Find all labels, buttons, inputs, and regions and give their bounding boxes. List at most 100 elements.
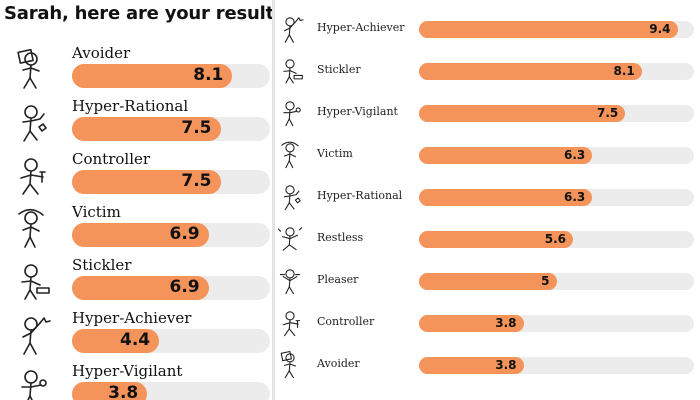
right-results-list: Hyper-Achiever 9.4 Stickler 8.1 Hyper-Vigila… [275,10,700,388]
score-bar-track: 7.5 [419,105,694,122]
result-label: Controller [72,150,151,168]
score-bar-fill: 3.8 [419,357,524,374]
pleaser-figure-icon [275,264,305,296]
result-label: Hyper-Vigilant [72,362,183,380]
result-row-hyper-vigilant: Hyper-Vigilant 7.5 [275,94,700,136]
result-label: Hyper-Vigilant [317,105,398,118]
score-bar-track: 6.3 [419,147,694,164]
result-label: Restless [317,231,364,244]
panel-divider [272,0,275,400]
score-bar-fill: 9.4 [419,21,678,38]
restless-figure-icon [275,222,305,254]
score-value: 3.8 [108,383,139,400]
result-row-victim: Victim 6.9 [0,201,272,254]
victim-figure-icon [275,138,305,170]
result-row-stickler: Stickler 6.9 [0,254,272,307]
score-value: 6.3 [563,148,586,162]
score-value: 6.9 [169,224,200,244]
page-title: Sarah, here are your results [4,3,272,24]
result-label: Hyper-Achiever [317,21,405,34]
stickler-figure-icon [8,258,54,302]
stickler-figure-icon [275,54,305,86]
hyper-rational-figure-icon [275,180,305,212]
result-row-pleaser: Pleaser 5 [275,262,700,304]
left-results-list: Avoider 8.1 Hyper-Rational 7.5 Controller 7.5… [0,42,272,400]
score-value: 6.3 [563,190,586,204]
result-label: Hyper-Rational [72,97,189,115]
result-label: Hyper-Rational [317,189,403,202]
controller-figure-icon [275,306,305,338]
score-bar-fill: 5.6 [419,231,573,248]
result-row-hyper-vigilant: Hyper-Vigilant 3.8 [0,360,272,400]
score-bar-track: 3.8 [72,382,270,400]
score-bar-fill: 6.3 [419,189,593,206]
score-bar-fill: 6.3 [419,147,593,164]
result-row-hyper-achiever: Hyper-Achiever 9.4 [275,10,700,52]
result-row-avoider: Avoider 8.1 [0,42,272,95]
score-bar-track: 3.8 [419,315,694,332]
result-label: Hyper-Achiever [72,309,192,327]
hyper-rational-figure-icon [8,99,54,143]
score-bar-track: 8.1 [72,64,270,88]
hyper-vigilant-figure-icon [8,364,54,400]
hyper-vigilant-figure-icon [275,96,305,128]
score-bar-fill: 4.4 [72,329,160,353]
score-bar-track: 6.9 [72,276,270,300]
hyper-achiever-figure-icon [275,12,305,44]
score-bar-fill: 7.5 [72,117,221,141]
score-value: 9.4 [649,22,671,36]
victim-figure-icon [8,205,54,249]
result-row-hyper-achiever: Hyper-Achiever 4.4 [0,307,272,360]
avoider-figure-icon [8,46,54,90]
score-bar-fill: 7.5 [72,170,221,194]
result-row-restless: Restless 5.6 [275,220,700,262]
left-results-panel: Sarah, here are your results Avoider 8.1 H… [0,0,272,400]
score-value: 3.8 [495,358,517,372]
result-label: Pleaser [317,273,359,286]
score-bar-track: 5.6 [419,231,694,248]
score-bar-fill: 3.8 [419,315,524,332]
score-bar-fill: 8.1 [419,63,642,80]
score-bar-track: 5 [419,273,694,290]
score-bar-track: 4.4 [72,329,270,353]
score-value: 3.8 [495,316,517,330]
score-bar-track: 3.8 [419,357,694,374]
result-row-stickler: Stickler 8.1 [275,52,700,94]
score-value: 7.5 [596,106,619,120]
score-value: 5.6 [544,232,566,246]
score-bar-track: 7.5 [72,170,270,194]
right-results-panel: Hyper-Achiever 9.4 Stickler 8.1 Hyper-Vigila… [275,0,700,400]
result-row-hyper-rational: Hyper-Rational 6.3 [275,178,700,220]
result-row-controller: Controller 7.5 [0,148,272,201]
score-bar-track: 7.5 [72,117,270,141]
score-bar-track: 8.1 [419,63,694,80]
score-bar-fill: 3.8 [72,382,148,400]
score-bar-fill: 6.9 [72,276,209,300]
result-label: Avoider [317,357,360,370]
score-value: 7.5 [181,171,212,191]
score-bar-fill: 7.5 [419,105,626,122]
result-label: Victim [317,147,353,160]
controller-figure-icon [8,152,54,196]
score-value: 4.4 [119,330,151,350]
result-label: Victim [72,203,121,221]
result-row-controller: Controller 3.8 [275,304,700,346]
result-row-avoider: Avoider 3.8 [275,346,700,388]
score-value: 7.5 [181,118,212,138]
score-bar-fill: 6.9 [72,223,209,247]
score-bar-fill: 8.1 [72,64,233,88]
score-bar-fill: 5 [419,273,557,290]
score-value: 8.1 [193,65,224,85]
result-row-victim: Victim 6.3 [275,136,700,178]
result-label: Stickler [317,63,361,76]
result-label: Avoider [72,44,131,62]
result-label: Stickler [72,256,132,274]
score-bar-track: 9.4 [419,21,694,38]
hyper-achiever-figure-icon [8,311,54,355]
score-bar-track: 6.3 [419,189,694,206]
score-value: 8.1 [613,64,635,78]
score-bar-track: 6.9 [72,223,270,247]
result-row-hyper-rational: Hyper-Rational 7.5 [0,95,272,148]
avoider-figure-icon [275,348,305,380]
result-label: Controller [317,315,375,328]
